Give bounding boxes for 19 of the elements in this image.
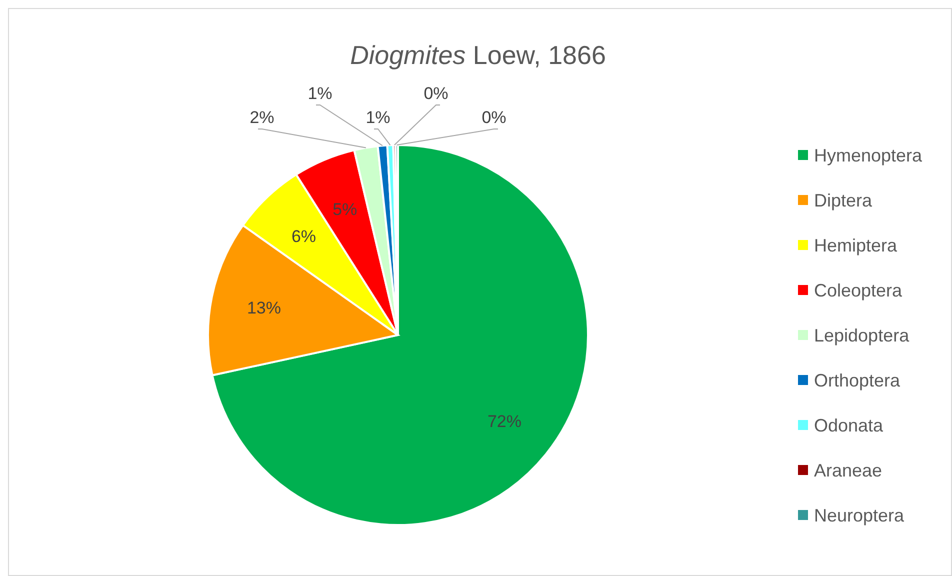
data-label: 1% [308, 84, 332, 103]
legend-label: Lepidoptera [814, 325, 910, 346]
legend-label: Coleoptera [814, 280, 904, 300]
legend-label: Hymenoptera [814, 145, 924, 166]
data-label: 5% [332, 200, 358, 219]
chart-title: Diogmites Loew, 1866 [350, 40, 606, 70]
legend-label: Orthoptera [814, 370, 902, 390]
legend-label: Neuroptera [814, 505, 906, 526]
legend-label: Diptera [814, 190, 874, 210]
legend-label: Odonata [814, 415, 884, 436]
data-label: 1% [366, 108, 390, 127]
data-label: 0% [482, 108, 506, 127]
legend-label: Hemiptera [814, 235, 898, 256]
data-label: 2% [250, 108, 274, 127]
data-label: 13% [246, 298, 281, 318]
data-label: 0% [424, 84, 448, 103]
data-label: 72% [487, 412, 522, 431]
legend-label: Araneae [814, 460, 882, 480]
data-label: 6% [291, 226, 316, 246]
